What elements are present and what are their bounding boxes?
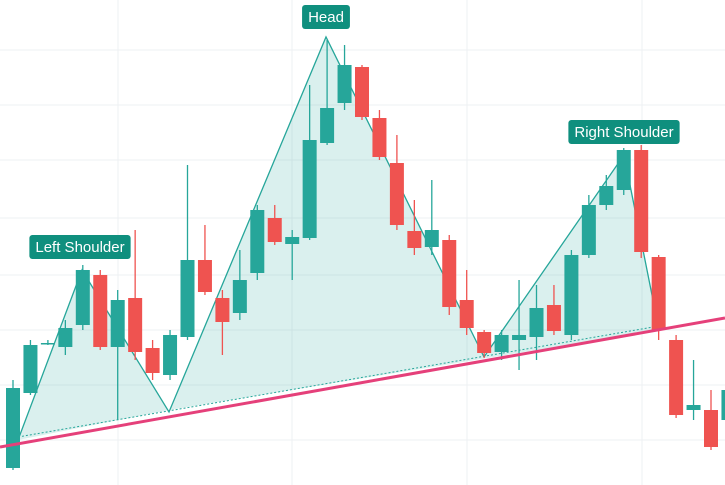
candle-body: [651, 257, 666, 330]
candle-body: [93, 275, 108, 347]
candle-body: [686, 405, 701, 410]
candle-body: [581, 205, 596, 255]
candle-body: [128, 298, 143, 352]
annotation-label: Left Shoulder: [35, 239, 124, 256]
candle-body: [250, 210, 265, 273]
candle-body: [616, 150, 631, 190]
candle-body: [389, 163, 404, 225]
candle-body: [232, 280, 247, 313]
candle-body: [302, 140, 317, 238]
candle-body: [285, 237, 300, 244]
candle-body: [58, 328, 73, 347]
candle-body: [40, 343, 55, 345]
candle-body: [442, 240, 457, 307]
candle-body: [180, 260, 195, 337]
candle-body: [215, 298, 230, 322]
candle-body: [163, 335, 178, 375]
candle-body: [459, 300, 474, 328]
candle-body: [704, 410, 718, 447]
neckline-dotted: [17, 325, 660, 438]
neckline: [0, 316, 725, 449]
candle-body: [355, 67, 369, 117]
candle-body: [197, 260, 212, 292]
annotation-box: [568, 120, 680, 144]
candle-body: [494, 335, 509, 352]
candle-body: [6, 388, 20, 468]
candle-body: [320, 108, 335, 143]
annotation-label: Head: [308, 9, 344, 26]
annotation-box: [29, 235, 131, 259]
candle-body: [564, 255, 579, 335]
annotation-label: Right Shoulder: [574, 124, 673, 141]
candle-body: [477, 332, 492, 353]
candle-body: [267, 218, 282, 242]
candle-body: [424, 230, 439, 247]
candle-body: [512, 335, 527, 340]
candle-body: [634, 150, 649, 252]
candle-body: [145, 348, 160, 373]
candle-body: [721, 390, 725, 420]
candle-body: [75, 270, 90, 325]
candle-body: [372, 118, 387, 157]
candle-body: [669, 340, 684, 415]
candle-body: [23, 345, 38, 393]
candle-body: [407, 231, 422, 248]
labels: Left Shoulder Head Right Shoulder: [29, 5, 680, 259]
candle-body: [337, 65, 352, 103]
candle-body: [599, 186, 614, 205]
candle-body: [546, 305, 561, 331]
annotation-box: [302, 5, 350, 29]
candles: [6, 40, 725, 470]
candle-body: [529, 308, 544, 337]
candle-body: [110, 300, 125, 347]
